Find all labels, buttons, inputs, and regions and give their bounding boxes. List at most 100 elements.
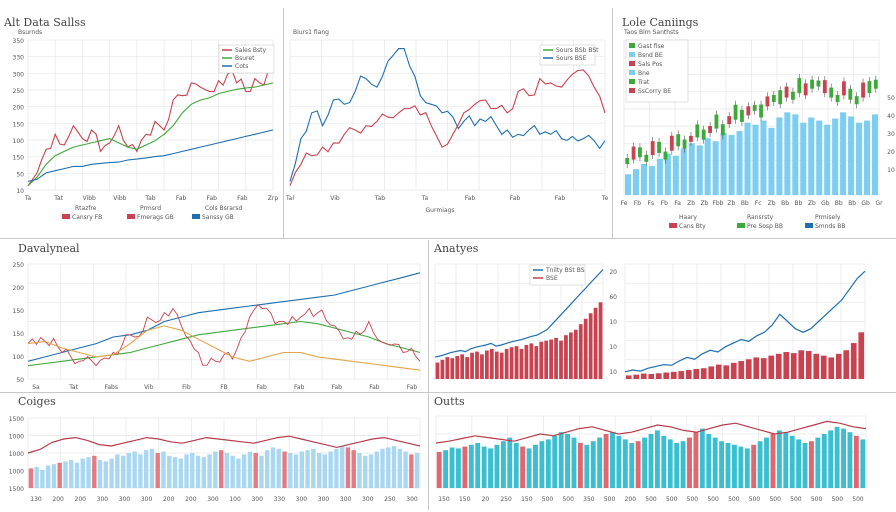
p1-ytick: 150: [13, 155, 25, 162]
p4-ytick: 150: [13, 308, 25, 315]
p3-volume-bar: [680, 148, 687, 195]
p7-xtick: 150: [438, 496, 450, 503]
divider-v2: [612, 8, 613, 238]
p3-xtick: Fbb: [712, 200, 723, 207]
p7-bar: [481, 446, 487, 488]
p4-xtick: Fab: [332, 384, 343, 391]
p7-bar: [828, 430, 834, 488]
p5-ytick: 10: [609, 319, 617, 326]
p5-legend-box: [529, 264, 586, 286]
p6-bar: [351, 450, 356, 488]
p5-right-bar: [693, 368, 700, 379]
p3-xtick: Fe: [621, 200, 628, 207]
p3-candle: [682, 139, 687, 149]
p5-left-bar: [455, 356, 460, 379]
p3-candle: [803, 83, 808, 96]
p3-legend-swatch: [629, 79, 635, 84]
p1-legend-label: Bsuret: [235, 55, 255, 62]
p3-bottom-legend: Prmisely: [815, 214, 841, 221]
p5-left-bar: [494, 351, 499, 379]
p1-xtick: Ta: [24, 195, 32, 202]
p3-xtick: Bb: [848, 200, 856, 207]
p6-bar: [276, 448, 281, 488]
p7-bar: [687, 437, 692, 488]
p3-legend-swatch: [629, 88, 635, 93]
p7-bar: [783, 432, 789, 488]
p3-volume-bar: [624, 174, 632, 195]
p3-volume-bar: [696, 145, 703, 195]
p5-right-bar: [843, 350, 850, 379]
p3-volume-bar: [871, 114, 879, 195]
p3-volume-bar: [856, 122, 863, 195]
p5-ytick: 60: [609, 294, 617, 301]
p4-xtick: Fab: [294, 384, 305, 391]
p1-xtick: Fab: [237, 195, 248, 202]
p7-xtick: 500: [707, 496, 719, 503]
p4-ytick: 250: [13, 262, 25, 269]
p6-xtick: 250: [384, 496, 396, 503]
p7-bar: [443, 450, 449, 488]
p3-candle: [873, 79, 878, 89]
p3-subtitle: Taos Blm Santhsts: [623, 29, 679, 36]
p7-bar: [712, 437, 718, 488]
p6-bar: [259, 455, 264, 488]
p6-ytick: 1500: [9, 416, 24, 423]
p4-xtick: Fab: [369, 384, 380, 391]
divider-v1: [283, 8, 284, 238]
p5-left-bar: [435, 362, 440, 379]
p1-ytick: 300: [13, 71, 25, 78]
p1-series-line: [27, 129, 274, 182]
chart-panel-4: 250 200 150 150 100 50 Sa Tat Fabs Vib Fib FB Fab Fab…: [13, 262, 421, 391]
chart-panel-7: 150 150 20 250 150 500 500 350 500 200 500 500 500 50…: [435, 415, 867, 503]
p3-ytick: 40: [887, 113, 895, 120]
p7-bar: [847, 432, 853, 488]
p7-bar: [558, 432, 564, 488]
p6-bar: [190, 453, 195, 488]
p6-xtick: 330: [274, 496, 286, 503]
p3-candle: [816, 80, 821, 87]
p6-bar: [28, 468, 34, 488]
p3-legend-swatch: [629, 52, 635, 57]
p7-xtick: 350: [583, 496, 595, 503]
p6-bar: [45, 465, 51, 488]
p5-left-bar: [588, 313, 593, 379]
p5-left-bar: [489, 348, 494, 379]
p2-xtick: Fab: [510, 195, 521, 202]
p5-ytick: 20: [609, 269, 617, 276]
p3-ytick: 20: [887, 149, 895, 156]
p6-bar: [414, 453, 420, 488]
p6-bar: [57, 462, 62, 488]
p3-candle: [676, 134, 681, 147]
p5-left-bar: [504, 348, 509, 379]
p6-bar: [391, 446, 397, 488]
p6-bar: [409, 454, 414, 488]
p3-bottom-legend: Haary: [679, 214, 697, 221]
p7-bar: [667, 439, 673, 488]
p6-bar: [207, 454, 212, 488]
p3-candle: [689, 135, 693, 142]
p7-bar: [571, 437, 577, 488]
p3-legend-box: [625, 39, 689, 103]
chart-panel-3: Taos Blm Santhsts 50 40 30 20 10 Gast fise Bsnd…: [621, 29, 895, 230]
p5-right-bar: [700, 368, 707, 379]
p3-volume-bar: [784, 112, 791, 195]
p5-left-bar: [598, 302, 603, 379]
p7-xtick: 500: [562, 496, 574, 503]
p7-bar: [488, 448, 493, 488]
p7-bar: [468, 444, 474, 488]
p5-left-bar: [445, 357, 450, 379]
p3-legend-label: Bsnd BE: [638, 52, 663, 59]
p3-volume-bar: [704, 138, 711, 195]
p5-right-bar: [685, 370, 692, 379]
p5-right-bar: [805, 350, 812, 379]
panel3-title: Lole Caniings: [622, 16, 699, 29]
p6-bar: [218, 450, 224, 488]
p6-bar: [236, 458, 241, 488]
p4-ytick: 50: [16, 377, 24, 384]
p3-legend-swatch: [629, 61, 635, 66]
p1-bottom-legend2: Fmerags GB: [137, 214, 174, 221]
p7-xtick: 150: [459, 496, 471, 503]
p2-subtitle: Biurs1 fiang: [293, 29, 329, 36]
p7-bar: [699, 428, 705, 488]
p6-ytick: 1500: [9, 486, 24, 493]
